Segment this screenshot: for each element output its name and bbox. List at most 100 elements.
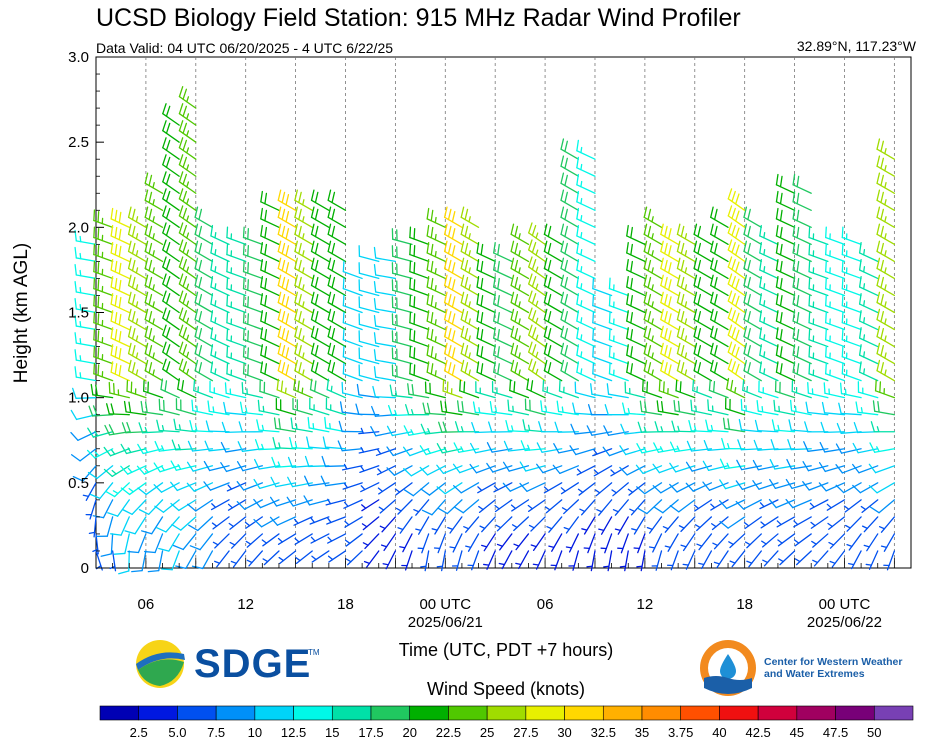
barb-full	[339, 401, 343, 413]
wind-barb	[469, 463, 496, 474]
wind-barb	[226, 362, 247, 382]
wind-barb	[820, 421, 846, 434]
barb-staff	[226, 305, 247, 314]
wind-barb	[590, 383, 613, 399]
barb-full	[277, 257, 282, 270]
barb-full	[86, 449, 96, 459]
barb-staff	[210, 235, 230, 246]
barb-full	[253, 478, 261, 489]
barb-full	[326, 378, 330, 391]
wind-barb	[106, 403, 130, 416]
barb-full	[493, 241, 496, 254]
barb-staff	[310, 352, 330, 365]
barb-staff	[792, 354, 812, 365]
wind-barb	[576, 361, 596, 382]
wind-barb	[373, 263, 397, 280]
barb-full	[131, 293, 136, 306]
barb-staff	[841, 465, 862, 474]
barb-staff	[620, 533, 629, 554]
wind-barb	[105, 482, 130, 498]
barb-full	[331, 225, 336, 238]
wind-barb	[819, 441, 846, 453]
barb-full	[688, 420, 693, 432]
barb-staff	[361, 499, 380, 512]
wind-barb	[621, 402, 646, 416]
colorbar-swatch	[448, 705, 488, 721]
barb-full	[236, 481, 245, 491]
barb-half	[481, 544, 488, 548]
barb-full	[476, 293, 480, 305]
barb-half	[460, 446, 464, 453]
barb-half	[684, 233, 688, 240]
barb-staff	[362, 516, 380, 531]
barb-half	[594, 489, 601, 494]
wind-barb	[652, 482, 679, 494]
wind-barb	[653, 442, 679, 453]
wind-barb	[543, 223, 563, 246]
barb-half	[186, 147, 190, 154]
barb-half	[144, 467, 150, 473]
barb-half	[812, 559, 819, 564]
barb-full	[118, 245, 122, 258]
wind-barb	[136, 465, 164, 475]
barb-half	[152, 216, 155, 223]
wind-barb	[294, 274, 313, 297]
barb-staff	[708, 482, 729, 491]
barb-staff	[476, 354, 496, 365]
barb-full	[310, 206, 315, 218]
wind-barb	[327, 533, 347, 544]
barb-half	[548, 545, 555, 549]
barb-full	[540, 400, 543, 412]
barb-full	[114, 329, 118, 341]
barb-staff	[743, 335, 762, 348]
barb-full	[281, 191, 286, 204]
barb-full	[178, 256, 184, 268]
barb-full	[736, 459, 743, 471]
wind-barb	[869, 442, 896, 453]
barb-staff	[404, 550, 413, 571]
barb-full	[298, 345, 302, 357]
barb-staff	[194, 233, 214, 246]
wind-barb	[858, 293, 879, 314]
barb-full	[74, 263, 77, 276]
barb-staff	[691, 465, 713, 472]
barb-full	[679, 381, 682, 393]
barb-full	[371, 405, 377, 417]
barb-half	[863, 283, 866, 290]
barb-staff	[242, 270, 263, 280]
wind-barb	[443, 342, 463, 365]
barb-full	[165, 361, 171, 373]
barb-full	[792, 190, 796, 203]
barb-staff	[475, 391, 496, 399]
barb-staff	[682, 533, 696, 552]
barb-full	[331, 362, 336, 374]
wind-barb	[362, 533, 380, 550]
barb-full	[680, 293, 685, 306]
barb-full	[676, 359, 681, 372]
barb-full	[72, 387, 77, 399]
barb-half	[360, 427, 364, 434]
wind-barb	[519, 482, 546, 492]
barb-staff	[560, 267, 579, 280]
barb-half	[884, 199, 887, 206]
barb-full	[110, 293, 114, 305]
cw3e-name-line2: and Water Extremes	[764, 668, 865, 680]
barb-staff	[876, 301, 896, 314]
barb-staff	[486, 550, 496, 570]
barb-full	[841, 311, 844, 324]
barb-staff	[327, 352, 347, 365]
wind-barb	[560, 138, 579, 160]
barb-half	[310, 517, 316, 524]
barb-half	[629, 508, 636, 513]
barb-staff	[460, 301, 480, 314]
barb-half	[212, 541, 219, 546]
barb-half	[294, 442, 298, 449]
barb-half	[828, 541, 835, 546]
wind-barb	[294, 240, 313, 263]
barb-full	[430, 209, 434, 222]
barb-full	[868, 463, 877, 474]
barb-full	[825, 294, 827, 307]
barb-full	[210, 310, 214, 322]
barb-staff	[858, 252, 879, 263]
barb-full	[126, 421, 132, 434]
